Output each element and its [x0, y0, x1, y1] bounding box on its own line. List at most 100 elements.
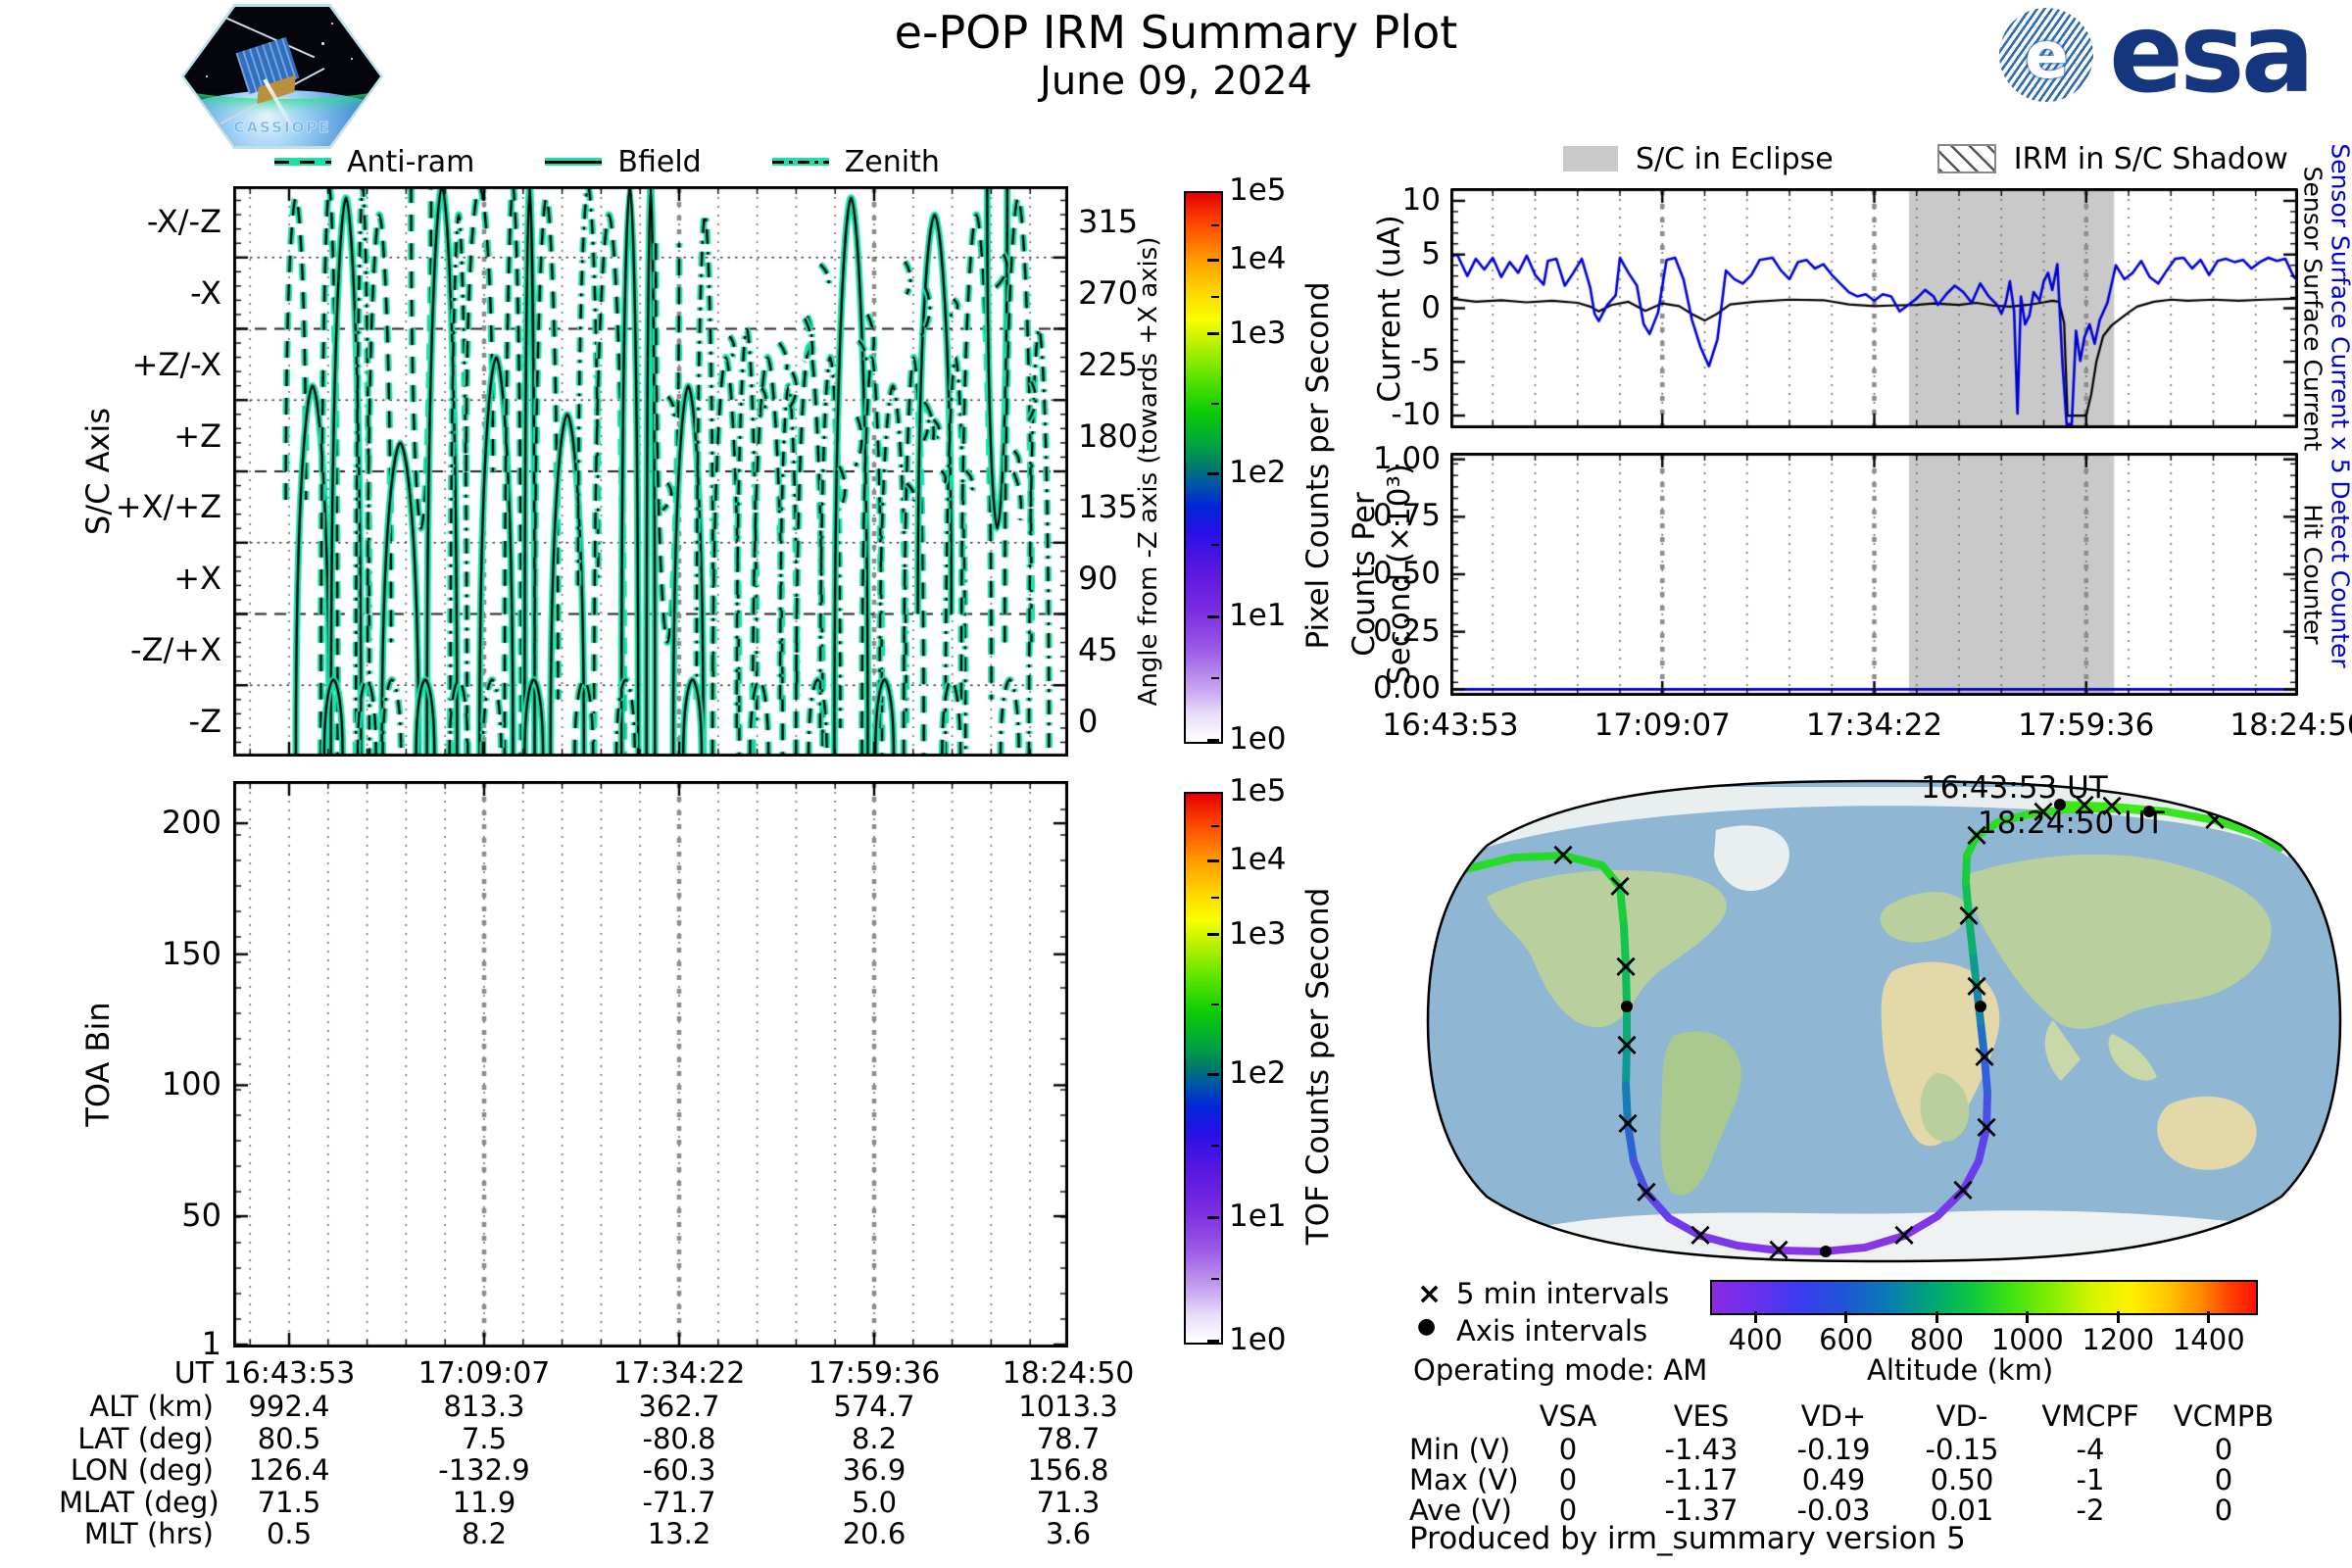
ephemeris-cell: 13.2 [647, 1517, 711, 1550]
map-se-asia [2108, 1034, 2157, 1081]
voltage-cell: 0 [2214, 1463, 2233, 1496]
pixel-colorbar-tick-label: 1e1 [1229, 598, 1287, 633]
ground-track-segment [1962, 878, 1973, 920]
toa-plot [233, 781, 1068, 1348]
pixel-colorbar-minor-tick [1211, 403, 1219, 405]
pixel-colorbar-tick-mark [1207, 332, 1219, 336]
voltage-column-header: VD- [1936, 1399, 1988, 1433]
right-panels-time-tick: 17:09:07 [1593, 708, 1731, 743]
tof-colorbar-minor-tick [1211, 1278, 1219, 1280]
five-min-interval-marker: × [1614, 1103, 1642, 1143]
ephemeris-cell: 5.0 [851, 1485, 898, 1519]
attitude-ytick-left: +Z [173, 416, 221, 455]
ephemeris-cell: 7.5 [461, 1421, 508, 1455]
ground-track-segment [1559, 852, 1606, 869]
pixel-colorbar-tick-label: 1e3 [1229, 315, 1287, 351]
ground-track-segment [1965, 912, 1977, 956]
tof-colorbar-tick-mark [1207, 933, 1219, 937]
voltage-row-label: Ave (V) [1409, 1494, 1512, 1527]
five-min-interval-marker: × [1955, 896, 1984, 935]
five-min-interval-marker: × [1890, 1215, 1919, 1254]
patch-hexagon: CASSIOPE [184, 7, 380, 146]
ephemeris-cell: 1013.3 [1018, 1390, 1118, 1423]
counts-ytick: 0.75 [1372, 498, 1441, 534]
altitude-tick-label: 400 [1728, 1323, 1783, 1356]
ground-track-segment [1861, 1232, 1908, 1251]
five-min-interval-marker: × [1633, 1172, 1661, 1211]
attitude-ytick-right: 225 [1078, 345, 1139, 383]
attitude-legend: Anti-ram Bfield Zenith [274, 144, 1039, 179]
time-axis-tick: 17:09:07 [417, 1356, 551, 1391]
ephemeris-row-label: LON (deg) [70, 1453, 214, 1487]
map-end-time-label: 18:24:50 UT [1978, 806, 2165, 841]
legend-bfield-line-icon [545, 158, 603, 166]
current-ytick: 5 [1421, 235, 1441, 271]
eclipse-swatch-icon [1563, 146, 1618, 172]
counts-right-label-black: Hit Counter [2298, 504, 2328, 645]
ground-track-segment [2250, 829, 2284, 852]
altitude-tick-label: 1400 [2172, 1323, 2245, 1356]
ground-track-segment [1620, 922, 1630, 971]
ephemeris-cell: -60.3 [642, 1453, 716, 1487]
attitude-ytick-left: +X [173, 560, 221, 598]
pixel-colorbar-minor-tick [1211, 224, 1219, 226]
page-title: e-POP IRM Summary Plot [894, 6, 1458, 59]
attitude-ytick-left: -Z/+X [130, 630, 221, 668]
counts-ytick: 0.25 [1372, 612, 1441, 649]
axis-interval-marker [2143, 806, 2155, 817]
attitude-ytick-left: +Z/-X [131, 345, 221, 383]
ephemeris-row-label: MLAT (deg) [59, 1485, 220, 1519]
attitude-ytick-left: -Z [188, 702, 221, 740]
ephemeris-cell: 992.4 [248, 1390, 330, 1423]
ephemeris-cell: 574.7 [833, 1390, 915, 1423]
tof-counts-colorbar [1184, 792, 1223, 1345]
counts-ytick: 0.50 [1372, 556, 1441, 591]
current-right-label-blue: Sensor Surface Current x 5 [2326, 143, 2352, 474]
ground-track-segment [1624, 1120, 1638, 1165]
ephemeris-cell: 36.9 [842, 1453, 906, 1487]
pixel-colorbar-tick-mark [1207, 258, 1219, 262]
map-africa-south [1920, 1073, 1970, 1142]
altitude-tick-mark [1753, 1311, 1757, 1323]
altitude-tick-mark [2116, 1311, 2120, 1323]
pixel-colorbar-minor-tick [1211, 677, 1219, 679]
axis-interval-marker [1621, 1001, 1633, 1012]
ground-track-segment [1934, 1187, 1967, 1220]
ephemeris-cell: 20.6 [842, 1517, 906, 1550]
tof-colorbar-minor-tick [1211, 825, 1219, 827]
current-ytick: -5 [1410, 343, 1441, 379]
toa-ytick: 150 [161, 934, 221, 972]
counts-ytick: 0.00 [1372, 670, 1441, 707]
right-panels-time-tick: 16:43:53 [1382, 708, 1519, 743]
time-axis-tick: 16:43:53 [222, 1356, 356, 1391]
toa-ytick: 100 [161, 1065, 221, 1103]
eclipse-legend-label: IRM in S/C Shadow [2013, 141, 2288, 176]
patch-mission-name: CASSIOPE [233, 119, 331, 137]
map-south-america [1660, 1031, 1741, 1196]
map-legend-label: 5 min intervals [1456, 1277, 1670, 1310]
map-north-america [1487, 870, 1727, 1028]
voltage-row-label: Max (V) [1409, 1463, 1519, 1496]
tof-colorbar-minor-tick [1211, 1004, 1219, 1005]
tof-colorbar-tick-label: 1e4 [1229, 842, 1287, 877]
map-outline [1426, 779, 2342, 1263]
right-panels-time-tick: 17:34:22 [1805, 708, 1943, 743]
attitude-ytick-right: 180 [1078, 416, 1139, 455]
tof-colorbar-tick-mark [1207, 858, 1219, 862]
ground-track-segment [1598, 861, 1624, 891]
attitude-ytick-left: -X/-Z [146, 203, 221, 241]
ground-track-segment [1622, 1042, 1631, 1089]
ground-track-segment [1622, 1081, 1632, 1128]
ephemeris-cell: 11.9 [452, 1485, 516, 1519]
toa-ylabel: TOA Bin [79, 1002, 117, 1127]
attitude-ylabel-left: S/C Axis [79, 408, 117, 535]
five-min-interval-marker: × [1963, 966, 1991, 1005]
five-min-interval-marker: × [1765, 1230, 1793, 1264]
counts-panel [1450, 453, 2298, 696]
current-right-label-black: Sensor Surface Current [2298, 166, 2328, 452]
ground-track-segment [1975, 1124, 1990, 1165]
legend-zenith-label: Zenith [844, 144, 940, 179]
ephemeris-cell: -71.7 [642, 1485, 716, 1519]
ephemeris-cell: 71.3 [1036, 1485, 1101, 1519]
